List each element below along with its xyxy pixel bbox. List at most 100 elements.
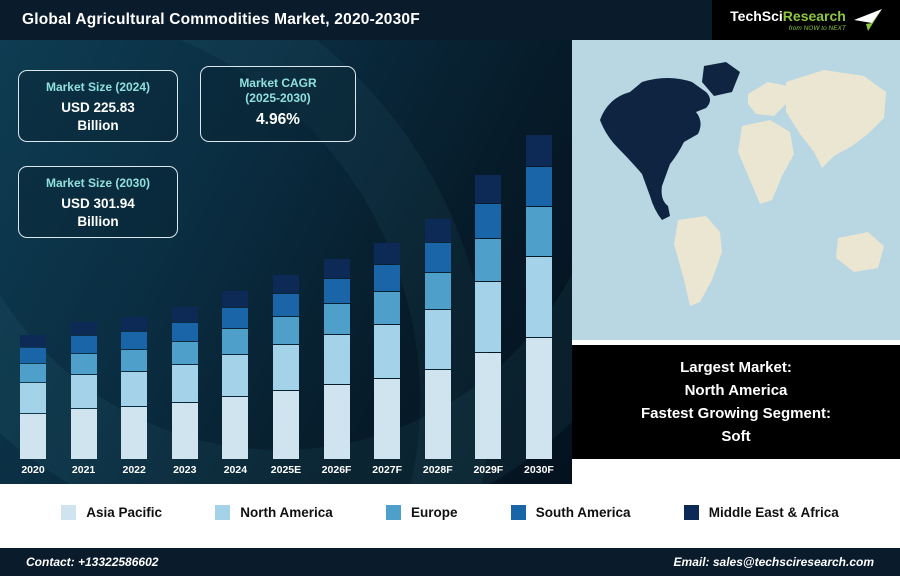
x-axis-label: 2024 (223, 464, 248, 476)
market-size-2030-value: USD 301.94 (61, 196, 135, 211)
bar-stack (20, 335, 46, 459)
bar-2022: 2022 (111, 317, 157, 478)
legend-item-europe: Europe (385, 504, 458, 520)
segment-asia-pacific (20, 414, 46, 459)
segment-north-america (121, 372, 148, 406)
market-size-2030-unit: Billion (77, 214, 119, 230)
bar-stack (171, 307, 198, 459)
region-south-america (674, 216, 722, 306)
legend-swatch-icon (510, 504, 526, 520)
brand-logo: TechSciResearch from NOW to NEXT (712, 0, 900, 40)
stacked-bar-chart: 2020 2021 2022 2023 2024 2025E 2026F 2027F 2028F… (10, 135, 562, 478)
segment-asia-pacific (475, 353, 502, 459)
legend-label: South America (535, 504, 631, 520)
segment-north-america (171, 365, 198, 402)
region-africa (738, 120, 794, 204)
market-size-2024-value: USD 225.83 (61, 100, 135, 115)
bar-2027f: 2027F (364, 243, 410, 478)
x-axis-label: 2030F (524, 464, 554, 476)
segment-middle-east-africa (374, 243, 401, 264)
segment-asia-pacific (171, 403, 198, 459)
bar-stack (374, 243, 401, 459)
market-size-2030-label: Market Size (2030) (45, 176, 151, 190)
segment-asia-pacific (424, 370, 451, 459)
page-title: Global Agricultural Commodities Market, … (22, 11, 420, 28)
segment-south-america (424, 243, 451, 272)
segment-asia-pacific (222, 397, 249, 459)
market-size-2024-unit: Billion (77, 118, 119, 134)
bar-stack (424, 219, 451, 459)
segment-south-america (323, 279, 350, 303)
segment-south-america (374, 265, 401, 291)
bar-stack (222, 291, 249, 459)
paper-plane-icon (853, 9, 882, 31)
fastest-segment-label: Fastest Growing Segment: (640, 405, 832, 422)
segment-north-america (475, 282, 502, 352)
bar-2025e: 2025E (263, 275, 309, 478)
segment-south-america (121, 332, 148, 349)
legend-swatch-icon (61, 504, 77, 520)
market-info-box: Largest Market: North America Fastest Gr… (572, 345, 900, 459)
segment-north-america (424, 310, 451, 369)
x-axis-label: 2023 (173, 464, 197, 476)
bar-stack (475, 175, 502, 459)
segment-europe (323, 304, 350, 334)
header-bar: Global Agricultural Commodities Market, … (0, 0, 900, 40)
segment-middle-east-africa (70, 322, 97, 335)
region-asia (786, 70, 886, 168)
segment-europe (222, 329, 249, 354)
bar-2028f: 2028F (415, 219, 461, 478)
bar-2023: 2023 (162, 307, 208, 478)
x-axis-label: 2021 (71, 464, 96, 476)
bar-2021: 2021 (61, 322, 107, 478)
largest-market-label: Largest Market: (680, 358, 792, 376)
segment-south-america (475, 204, 502, 238)
cagr-value: 4.96% (256, 111, 300, 128)
legend-item-south-america: South America (510, 504, 631, 520)
chart-panel: Market Size (2024) USD 225.83 Billion Ma… (0, 40, 572, 484)
legend-item-asia-pacific: Asia Pacific (61, 504, 162, 520)
segment-south-america (525, 167, 552, 206)
segment-europe (121, 350, 148, 371)
segment-asia-pacific (70, 409, 97, 459)
segment-europe (475, 239, 502, 281)
market-size-2024-box: Market Size (2024) USD 225.83 Billion (18, 70, 178, 142)
world-map (572, 40, 900, 340)
email-text: Email: sales@techsciresearch.com (673, 555, 874, 569)
side-panel: Largest Market: North America Fastest Gr… (572, 40, 900, 484)
legend-item-north-america: North America (215, 504, 333, 520)
market-size-2024-label: Market Size (2024) (45, 80, 151, 94)
segment-middle-east-africa (475, 175, 502, 203)
main-content: Market Size (2024) USD 225.83 Billion Ma… (0, 40, 900, 484)
x-axis-label: 2022 (122, 464, 146, 476)
segment-north-america (20, 383, 46, 413)
segment-middle-east-africa (171, 307, 198, 322)
footer-bar: Contact: +13322586602 Email: sales@techs… (0, 548, 900, 576)
segment-asia-pacific (525, 338, 552, 459)
largest-market-value: North America (684, 381, 788, 399)
segment-europe (272, 317, 299, 344)
x-axis-label: 2025E (270, 464, 302, 476)
legend-label: Middle East & Africa (708, 504, 839, 520)
legend-swatch-icon (385, 504, 401, 520)
segment-europe (525, 207, 552, 256)
logo-text-research: Research (782, 7, 846, 24)
fastest-segment-value: Soft (721, 428, 751, 446)
cagr-label-line2: (2025-2030) (245, 91, 311, 105)
segment-europe (424, 273, 451, 309)
market-cagr-box: Market CAGR (2025-2030) 4.96% (200, 66, 356, 142)
chart-legend: Asia Pacific North America Europe South Ame… (0, 484, 900, 540)
segment-south-america (70, 336, 97, 353)
segment-middle-east-africa (121, 317, 148, 331)
segment-middle-east-africa (222, 291, 249, 307)
x-axis-label: 2020 (21, 464, 45, 476)
bar-stack (525, 135, 552, 459)
region-australia (836, 232, 884, 272)
segment-middle-east-africa (525, 135, 552, 166)
bar-stack (323, 259, 350, 459)
segment-south-america (272, 294, 299, 316)
bar-2020: 2020 (10, 335, 56, 478)
segment-europe (171, 342, 198, 364)
segment-middle-east-africa (20, 335, 46, 347)
